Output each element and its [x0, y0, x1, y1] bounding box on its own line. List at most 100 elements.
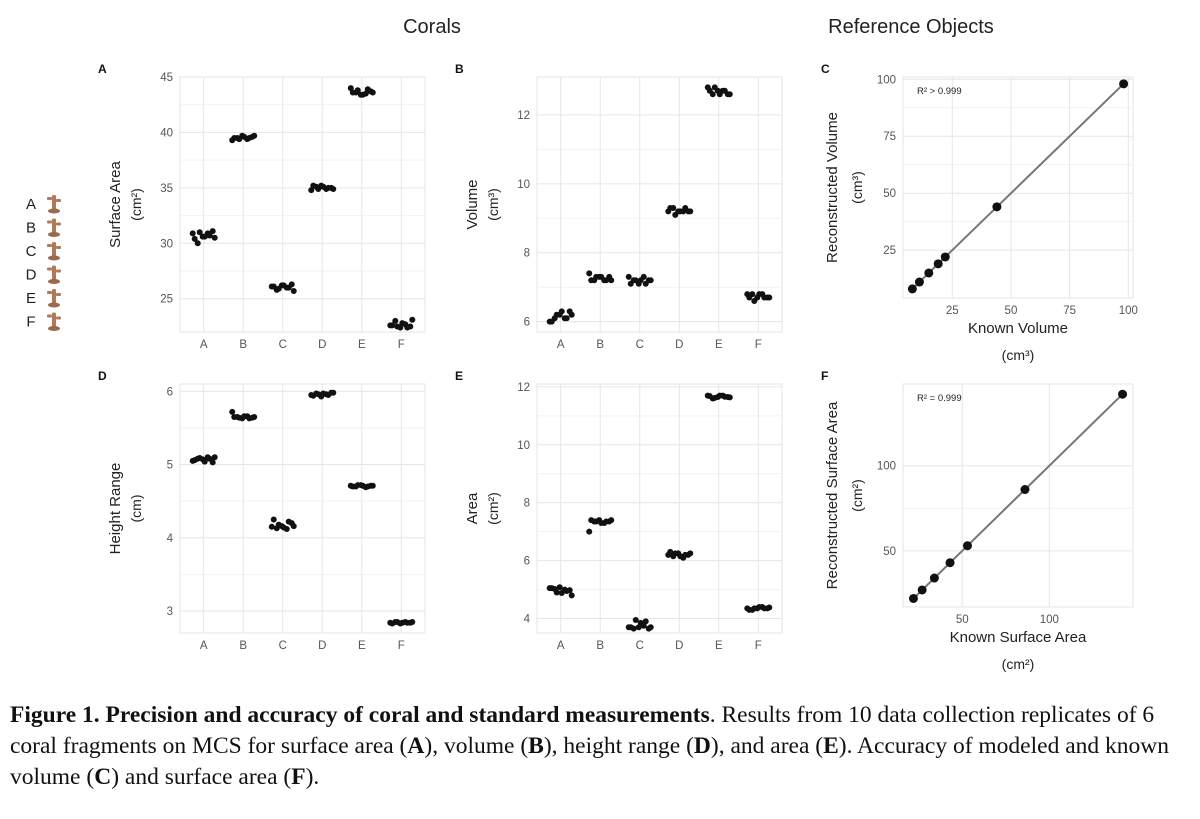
y-axis-unit: (cm²): [485, 492, 501, 525]
data-point: [399, 619, 406, 626]
y-axis-unit: (cm²): [849, 479, 865, 512]
data-point: [194, 240, 201, 247]
x-tick-label: E: [715, 339, 723, 351]
data-point: [553, 589, 560, 596]
data-point: [929, 573, 939, 583]
data-point: [751, 605, 758, 612]
caption-text-4: ), and area (: [710, 733, 824, 759]
y-axis-unit: (cm³): [485, 188, 501, 221]
data-point: [330, 185, 337, 192]
data-point: [558, 308, 565, 315]
y-axis-unit: (cm³): [849, 171, 865, 204]
data-point: [196, 229, 203, 236]
data-point: [394, 619, 401, 626]
coral-trunk: [52, 242, 56, 258]
data-point: [647, 624, 654, 631]
data-point: [280, 282, 287, 289]
data-point: [548, 318, 555, 325]
coral-branch: [47, 267, 52, 271]
data-point: [761, 294, 768, 301]
y-tick-label: 6: [524, 556, 530, 568]
data-point: [608, 517, 615, 524]
coral-base: [48, 232, 60, 237]
y-axis-title: Area: [464, 492, 481, 524]
y-tick-label: 30: [160, 238, 173, 250]
data-point: [349, 483, 356, 490]
data-point: [726, 91, 733, 98]
coral-trunk: [52, 195, 56, 211]
coral-trunk: [52, 218, 56, 235]
y-axis-title: Reconstructed Surface Area: [824, 401, 841, 589]
caption-title: Figure 1. Precision and accuracy of cora…: [10, 702, 710, 728]
caption-text-3: ), height range (: [543, 733, 694, 759]
x-tick-label: C: [279, 640, 287, 652]
x-tick-label: 25: [946, 305, 959, 317]
coral-icon: [47, 312, 61, 331]
data-point: [325, 184, 332, 191]
data-point: [369, 482, 376, 489]
y-tick-label: 8: [524, 248, 530, 260]
data-point: [637, 277, 644, 284]
coral-branch: [56, 246, 61, 249]
x-tick-label: F: [398, 640, 405, 652]
data-point: [766, 604, 773, 611]
y-tick-label: 5: [167, 460, 173, 472]
x-tick-label: 50: [1005, 305, 1018, 317]
data-point: [598, 519, 605, 526]
x-tick-label: D: [318, 640, 326, 652]
data-point: [236, 136, 243, 143]
data-point: [716, 392, 723, 399]
data-point: [716, 91, 723, 98]
coral-icon: [47, 289, 61, 308]
caption-ref-c: C: [94, 764, 112, 790]
coral-branch: [56, 316, 61, 320]
data-point: [359, 482, 366, 489]
data-point: [229, 408, 236, 415]
data-point: [268, 523, 275, 530]
coral-icon: [47, 242, 61, 261]
data-point: [687, 550, 694, 557]
x-tick-label: E: [358, 339, 366, 351]
plot-area: [536, 383, 783, 634]
data-point: [711, 84, 718, 91]
coral-branch: [56, 293, 61, 296]
data-point: [917, 585, 927, 595]
panel-c: C 25 50 75 100 25 50 75 100 R² > 0.999 Known Volum…: [821, 62, 1138, 363]
x-tick-label: 100: [1040, 614, 1059, 626]
data-point: [196, 454, 203, 461]
data-point: [647, 277, 654, 284]
data-point: [315, 185, 322, 192]
x-tick-label: F: [398, 339, 405, 351]
data-point: [1020, 485, 1030, 495]
data-point: [721, 87, 728, 94]
data-point: [667, 548, 674, 555]
data-point: [206, 232, 213, 239]
coral-branch: [47, 197, 52, 200]
data-point: [568, 311, 575, 318]
y-tick-label: 50: [883, 188, 896, 200]
data-point: [320, 390, 327, 397]
x-tick-label: 100: [1119, 305, 1138, 317]
data-point: [285, 518, 292, 525]
data-point: [672, 550, 679, 557]
data-point: [756, 603, 763, 610]
x-tick-label: D: [318, 339, 326, 351]
data-point: [687, 208, 694, 215]
data-point: [231, 134, 238, 141]
y-tick-label: 50: [883, 546, 896, 558]
data-point: [364, 86, 371, 93]
section-headers: Corals Reference Objects: [403, 16, 994, 38]
coral-icon: [47, 265, 61, 284]
panel-letter: D: [98, 369, 107, 383]
data-point: [285, 284, 292, 291]
data-point: [563, 315, 570, 322]
data-point: [280, 524, 287, 531]
x-tick-label: B: [239, 339, 247, 351]
data-point: [924, 268, 934, 278]
data-point: [320, 183, 327, 190]
header-corals: Corals: [403, 16, 461, 38]
data-point: [231, 413, 238, 420]
caption-text-7: ).: [305, 764, 320, 790]
panel-letter: F: [821, 369, 828, 383]
